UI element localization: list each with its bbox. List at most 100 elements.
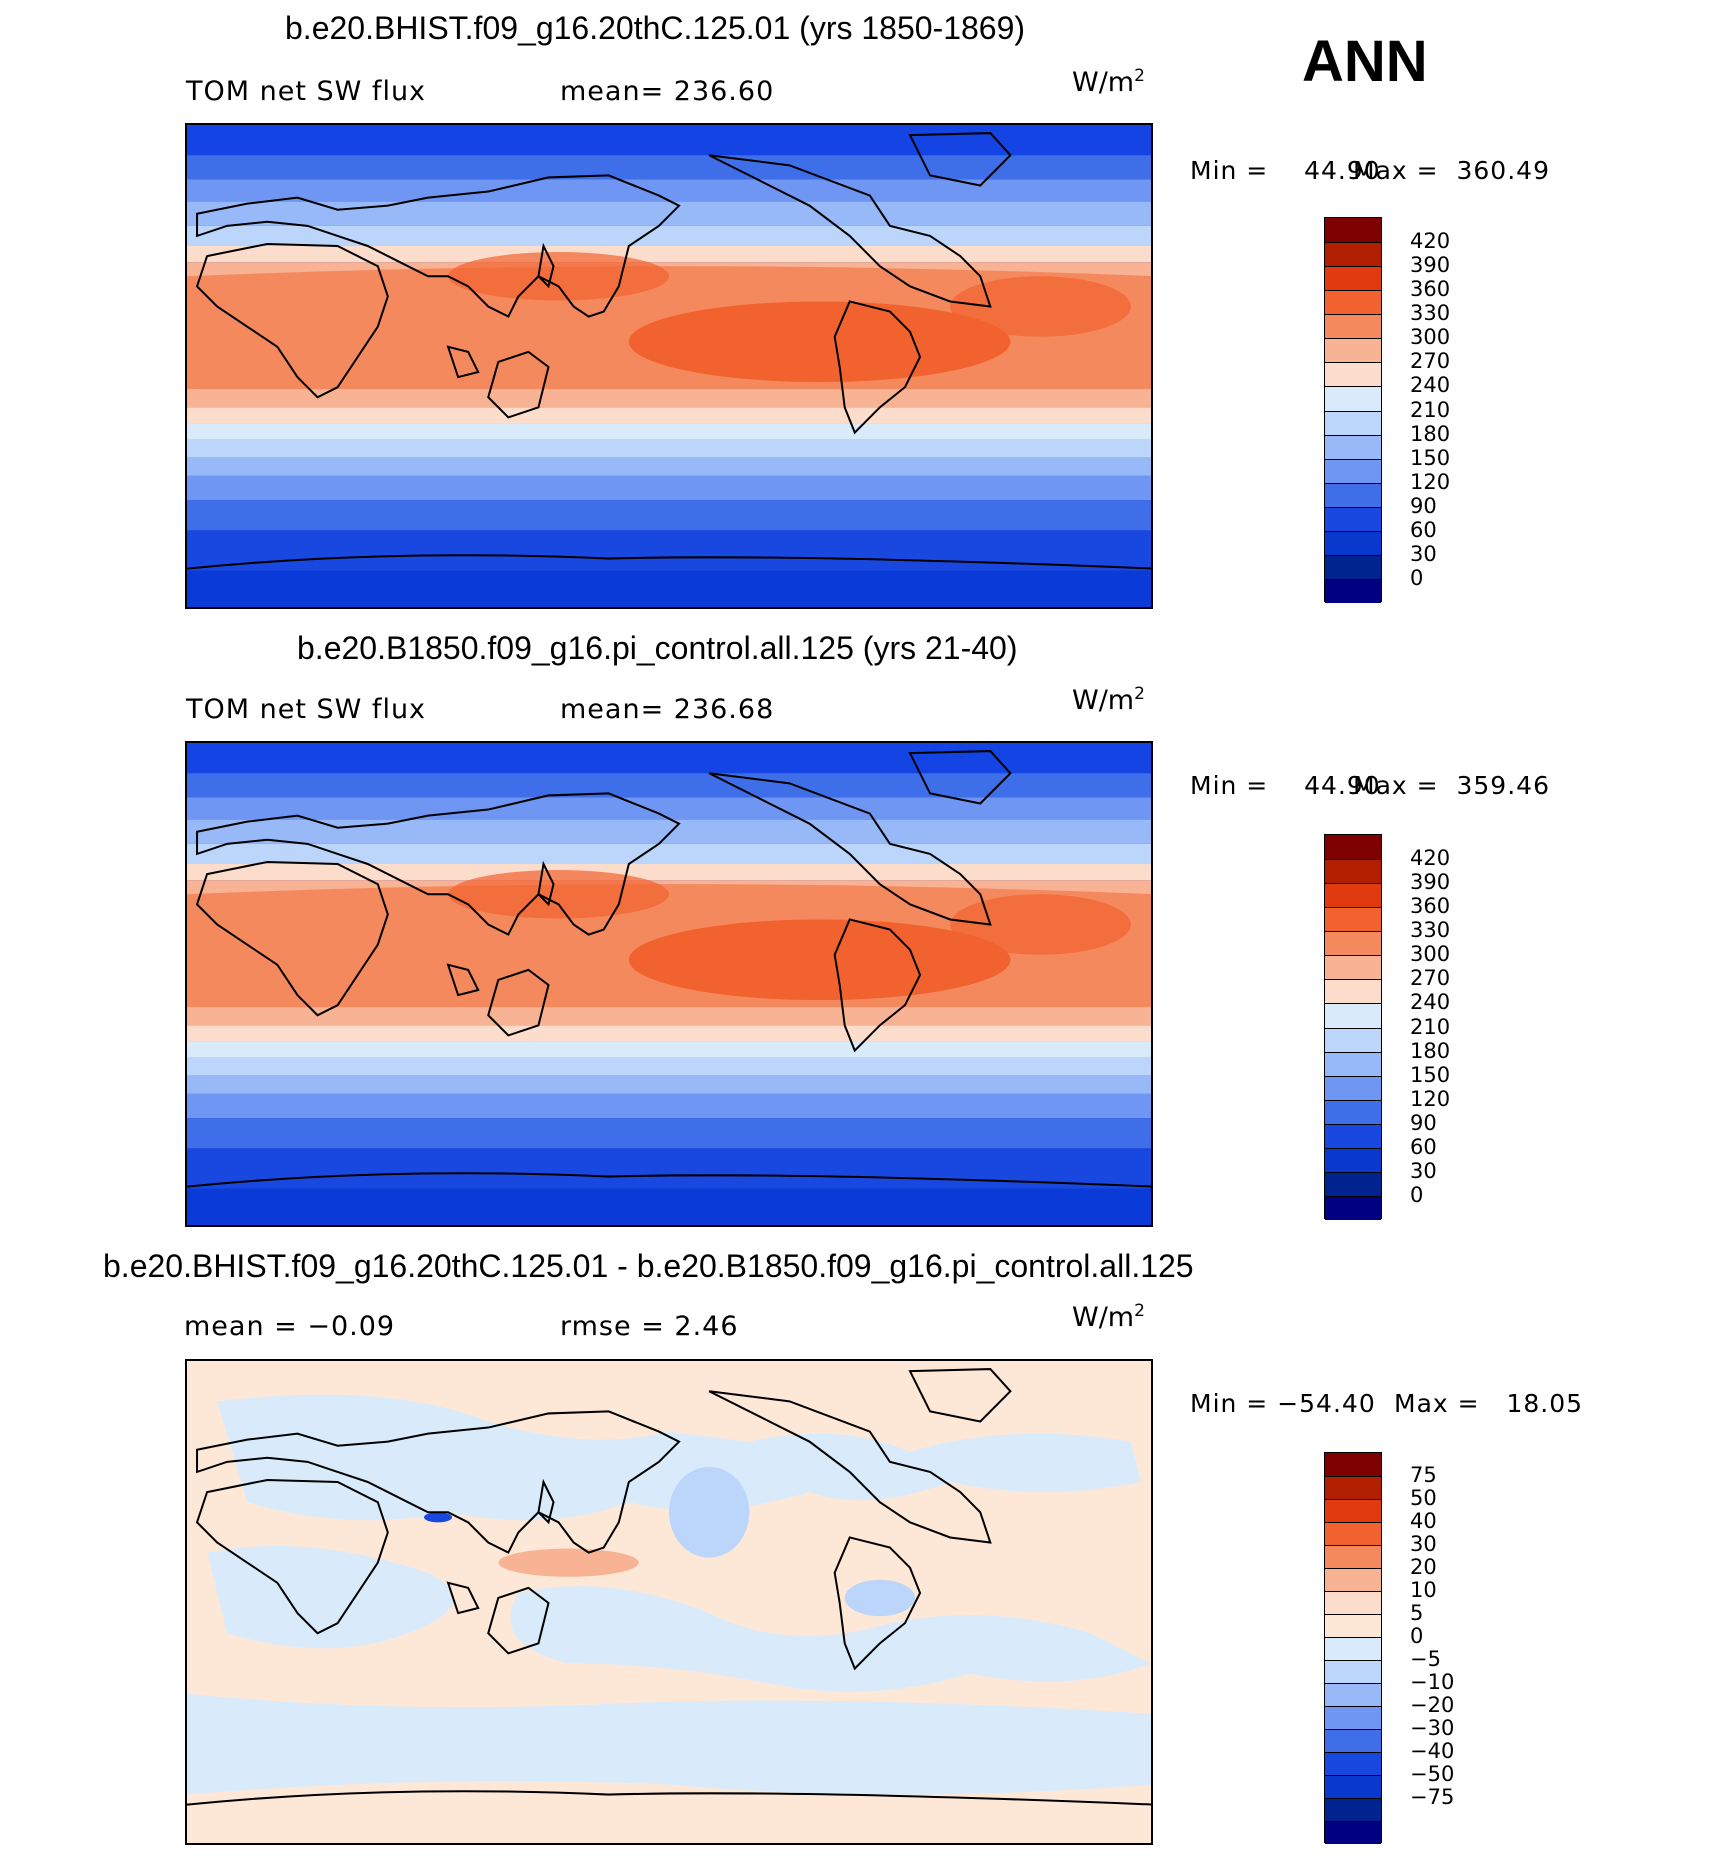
- colorbar-swatch: [1325, 338, 1381, 363]
- panel-2-mean-label: mean= 236.68: [560, 694, 775, 725]
- colorbar-swatch: [1325, 907, 1381, 932]
- colorbar-swatch: [1325, 1051, 1381, 1076]
- colorbar-label: 0: [1410, 565, 1424, 590]
- colorbar-swatch: [1325, 1171, 1381, 1196]
- colorbar-swatch: [1325, 1821, 1381, 1844]
- colorbar-label: 30: [1410, 1532, 1437, 1556]
- colorbar-label: 120: [1410, 1086, 1451, 1111]
- panel-2-title: b.e20.B1850.f09_g16.pi_control.all.125 (…: [297, 630, 1018, 666]
- panel-3-mean-label: mean = −0.09: [184, 1311, 396, 1342]
- colorbar-label: 150: [1410, 1062, 1451, 1087]
- colorbar-swatch: [1325, 1798, 1381, 1821]
- colorbar-swatch: [1325, 1591, 1381, 1614]
- colorbar-label: 360: [1410, 894, 1451, 919]
- colorbar-swatch: [1325, 883, 1381, 908]
- colorbar-label: 0: [1410, 1624, 1424, 1648]
- colorbar-swatch: [1325, 1706, 1381, 1729]
- colorbar-swatch: [1325, 386, 1381, 411]
- colorbar-label: 390: [1410, 870, 1451, 895]
- colorbar-label: 90: [1410, 493, 1437, 518]
- colorbar-label: 120: [1410, 469, 1451, 494]
- colorbar-label: 90: [1410, 1110, 1437, 1135]
- panel-3-rmse-label: rmse = 2.46: [560, 1311, 739, 1342]
- colorbar-swatch: [1325, 1195, 1381, 1220]
- colorbar-label: −40: [1410, 1739, 1455, 1763]
- colorbar-label: 210: [1410, 397, 1451, 422]
- colorbar-label: 20: [1410, 1555, 1437, 1579]
- colorbar-swatch: [1325, 1453, 1381, 1476]
- colorbar-swatch: [1325, 1522, 1381, 1545]
- panel-3-max-label: Max = 18.05: [1394, 1389, 1584, 1418]
- colorbar-label: 50: [1410, 1486, 1437, 1510]
- panel-2-max-label: Max = 359.46: [1353, 771, 1550, 800]
- colorbar-label: 60: [1410, 517, 1437, 542]
- colorbar-swatch: [1325, 931, 1381, 956]
- colorbar-label: −30: [1410, 1716, 1455, 1740]
- colorbar-label: 30: [1410, 1158, 1437, 1183]
- panel-1-max-label: Max = 360.49: [1353, 156, 1550, 185]
- panel-3-colorbar: [1324, 1452, 1382, 1844]
- colorbar-swatch: [1325, 242, 1381, 267]
- colorbar-label: 180: [1410, 421, 1451, 446]
- panel-1-colorbar: [1324, 217, 1382, 603]
- panel-1-units: W/m2: [1072, 66, 1145, 98]
- colorbar-label: 330: [1410, 301, 1451, 326]
- colorbar-label: 390: [1410, 253, 1451, 278]
- colorbar-swatch: [1325, 1568, 1381, 1591]
- colorbar-swatch: [1325, 1499, 1381, 1522]
- panel-1-mean-label: mean= 236.60: [560, 76, 775, 107]
- colorbar-label: 75: [1410, 1463, 1437, 1487]
- colorbar-label: −20: [1410, 1693, 1455, 1717]
- panel-1-variable-label: TOM net SW flux: [186, 76, 427, 107]
- colorbar-label: −75: [1410, 1785, 1455, 1809]
- colorbar-swatch: [1325, 290, 1381, 315]
- colorbar-label: 5: [1410, 1601, 1424, 1625]
- colorbar-swatch: [1325, 1775, 1381, 1798]
- season-label: ANN: [1302, 29, 1428, 94]
- panel-3-units: W/m2: [1072, 1301, 1145, 1333]
- colorbar-swatch: [1325, 955, 1381, 980]
- panel-1-map: [185, 123, 1153, 609]
- colorbar-label: 60: [1410, 1134, 1437, 1159]
- colorbar-swatch: [1325, 218, 1381, 243]
- colorbar-label: 270: [1410, 966, 1451, 991]
- colorbar-swatch: [1325, 979, 1381, 1004]
- colorbar-label: 180: [1410, 1038, 1451, 1063]
- colorbar-swatch: [1325, 458, 1381, 483]
- colorbar-swatch: [1325, 1123, 1381, 1148]
- colorbar-swatch: [1325, 1683, 1381, 1706]
- panel-2-map: [185, 741, 1153, 1227]
- colorbar-swatch: [1325, 1003, 1381, 1028]
- colorbar-swatch: [1325, 554, 1381, 579]
- colorbar-swatch: [1325, 578, 1381, 603]
- colorbar-label: 210: [1410, 1014, 1451, 1039]
- panel-3-map: [185, 1359, 1153, 1845]
- colorbar-swatch: [1325, 1545, 1381, 1568]
- colorbar-swatch: [1325, 1614, 1381, 1637]
- colorbar-label: 270: [1410, 349, 1451, 374]
- colorbar-swatch: [1325, 1729, 1381, 1752]
- colorbar-label: −10: [1410, 1670, 1455, 1694]
- colorbar-label: 420: [1410, 229, 1451, 254]
- panel-1-title: b.e20.BHIST.f09_g16.20thC.125.01 (yrs 18…: [285, 10, 1026, 46]
- colorbar-swatch: [1325, 1660, 1381, 1683]
- colorbar-label: 300: [1410, 942, 1451, 967]
- colorbar-swatch: [1325, 1099, 1381, 1124]
- panel-2-map-field: [187, 743, 1151, 1225]
- colorbar-label: 360: [1410, 277, 1451, 302]
- colorbar-swatch: [1325, 1637, 1381, 1660]
- panel-1-min-label: Min = 44.90: [1190, 156, 1381, 185]
- panel-2-colorbar: [1324, 834, 1382, 1220]
- colorbar-swatch: [1325, 434, 1381, 459]
- colorbar-label: 240: [1410, 990, 1451, 1015]
- panel-3-title: b.e20.BHIST.f09_g16.20thC.125.01 - b.e20…: [103, 1248, 1194, 1284]
- panel-2-units: W/m2: [1072, 684, 1145, 716]
- colorbar-swatch: [1325, 835, 1381, 860]
- colorbar-label: 40: [1410, 1509, 1437, 1533]
- colorbar-label: 30: [1410, 541, 1437, 566]
- colorbar-label: 150: [1410, 445, 1451, 470]
- colorbar-swatch: [1325, 1147, 1381, 1172]
- colorbar-swatch: [1325, 314, 1381, 339]
- panel-2-variable-label: TOM net SW flux: [186, 694, 427, 725]
- colorbar-swatch: [1325, 530, 1381, 555]
